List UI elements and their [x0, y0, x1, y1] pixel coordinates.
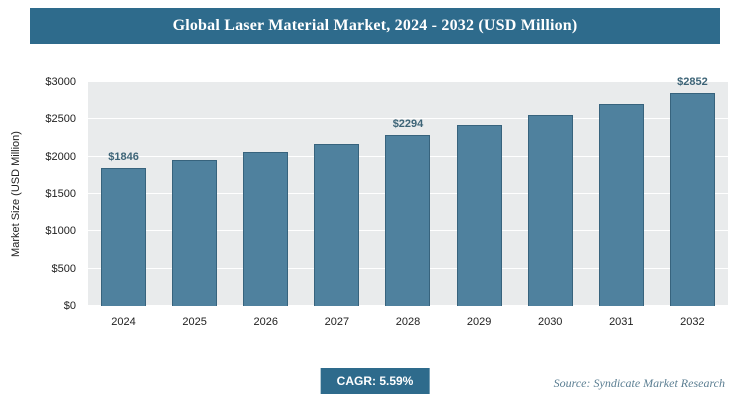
x-tick-label-2025: 2025 [182, 316, 207, 328]
y-axis-title: Market Size (USD Million) [10, 131, 22, 257]
x-tick-label-2031: 2031 [609, 316, 634, 328]
y-tick-label: $3000 [45, 76, 76, 88]
bar-2031 [598, 104, 644, 306]
bar-cell: $1846 [101, 82, 147, 306]
y-tick-label: $500 [51, 262, 76, 275]
bar-value-label: $1846 [108, 151, 139, 164]
bar-2030 [527, 115, 573, 306]
chart-title-bar: Global Laser Material Market, 2024 - 203… [30, 8, 720, 44]
bar-2027 [314, 143, 360, 306]
chart-title: Global Laser Material Market, 2024 - 203… [172, 17, 578, 34]
y-tick-label: $1000 [45, 225, 76, 238]
y-tick-label: $2000 [45, 150, 76, 163]
bar-cell [243, 82, 289, 306]
y-tick-label: $2500 [45, 113, 76, 126]
bar-cell [527, 82, 573, 306]
cagr-badge: CAGR: 5.59% [320, 368, 430, 394]
x-tick-label-2032: 2032 [680, 316, 705, 328]
bar-2025 [172, 160, 218, 306]
bar-cell [598, 82, 644, 306]
plot-area: $1846 $2294 $2852 [88, 76, 728, 306]
gridline [88, 81, 728, 82]
x-tick-label-2029: 2029 [466, 316, 492, 328]
bar-value-label: $2852 [677, 76, 708, 89]
x-tick-label-2030: 2030 [537, 316, 563, 328]
x-tick-label-2028: 2028 [395, 316, 421, 328]
y-tick-label: $1500 [45, 188, 76, 200]
bar-cell [456, 82, 502, 306]
bar-cell [314, 82, 360, 306]
bar-cell [172, 82, 218, 306]
bar-2029 [456, 125, 502, 306]
bar-2032: $2852 [669, 76, 715, 306]
x-axis-tick-labels: 2024 2025 2026 2027 2028 2029 2030 2031 2032 [88, 316, 728, 328]
y-axis-tick-labels: $0 $500 $1000 $1500 $2000 $2500 $3000 [30, 76, 82, 312]
source-text: Source: Syndicate Market Research [553, 376, 725, 390]
bar-value-label: $2294 [392, 117, 424, 130]
bar-cell: $2852 [669, 76, 715, 306]
x-tick-label-2026: 2026 [253, 316, 278, 328]
gridline [88, 118, 728, 120]
bar-cell: $2294 [385, 82, 431, 306]
y-tick-label: $0 [63, 300, 76, 312]
bar-2026 [243, 152, 289, 306]
bar-series: $1846 $2294 $2852 [88, 76, 728, 306]
x-tick-label-2024: 2024 [111, 316, 136, 328]
x-tick-label-2027: 2027 [324, 316, 350, 328]
bar-2024: $1846 [101, 151, 147, 306]
bar-2028: $2294 [385, 118, 431, 306]
